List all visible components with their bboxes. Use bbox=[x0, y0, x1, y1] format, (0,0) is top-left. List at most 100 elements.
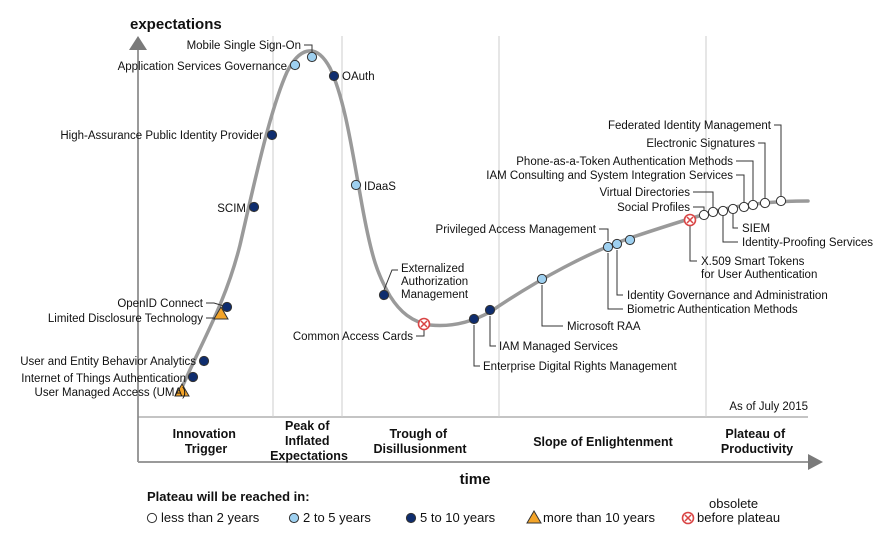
label-privileged-access-management: Privileged Access Management bbox=[436, 224, 597, 236]
y-axis-arrow bbox=[129, 36, 147, 50]
marker-social-profiles bbox=[698, 209, 710, 221]
phase-trough-of-disillusionment: Trough of Disillusionment bbox=[373, 427, 467, 456]
label-siem: SIEM bbox=[742, 223, 770, 235]
leader-biometric-authentication-methods bbox=[607, 253, 623, 310]
phase-peak-inflated-expectations: Peak of Inflated Expectations bbox=[270, 419, 348, 463]
marker-idaas bbox=[350, 179, 362, 191]
label-x-509-smart-tokens-for-user-authentication: X.509 Smart Tokens for User Authenticatio… bbox=[701, 256, 817, 281]
label-externalized-authorization-management: Externalized Authorization Management bbox=[401, 263, 469, 301]
label-social-profiles: Social Profiles bbox=[617, 202, 690, 214]
marker-oauth bbox=[328, 70, 340, 82]
leader-identity-proofing-services bbox=[722, 216, 738, 243]
marker-biometric-authentication-methods bbox=[611, 238, 623, 250]
label-user-and-entity-behavior-analytics: User and Entity Behavior Analytics bbox=[20, 356, 196, 368]
leader-electronic-signatures bbox=[758, 142, 766, 198]
leader-phone-as-a-token-authentication-methods bbox=[736, 160, 754, 200]
label-limited-disclosure-technology: Limited Disclosure Technology bbox=[48, 313, 203, 325]
label-application-services-governance: Application Services Governance bbox=[118, 61, 287, 73]
marker-scim bbox=[248, 201, 260, 213]
legend-label-5-to-10: 5 to 10 years bbox=[420, 510, 496, 525]
x-axis-arrow bbox=[808, 454, 823, 470]
label-openid-connect: OpenID Connect bbox=[117, 298, 203, 310]
label-idaas: IDaaS bbox=[364, 181, 396, 193]
legend-marker-5-to-10 bbox=[405, 512, 417, 524]
phase-innovation-trigger: Innovation Trigger bbox=[173, 427, 240, 456]
label-identity-proofing-services: Identity-Proofing Services bbox=[742, 237, 873, 249]
legend-marker-more-than-10 bbox=[526, 510, 542, 524]
marker-externalized-authorization-management bbox=[378, 289, 390, 301]
legend: less than 2 years 2 to 5 years 5 to 10 yea… bbox=[146, 496, 780, 525]
leader-virtual-directories bbox=[693, 191, 714, 207]
marker-phone-as-a-token-authentication-methods bbox=[747, 199, 759, 211]
label-user-managed-access-uma: User Managed Access (UMA) bbox=[35, 387, 187, 399]
marker-electronic-signatures bbox=[759, 197, 771, 209]
marker-iam-consulting-and-system-integration-services bbox=[738, 201, 750, 213]
phase-slope-of-enlightenment: Slope of Enlightenment bbox=[533, 435, 673, 449]
marker-privileged-access-management bbox=[602, 241, 614, 253]
leader-mobile-single-sign-on bbox=[304, 44, 313, 52]
y-axis-title: expectations bbox=[130, 16, 222, 33]
leader-iam-consulting-and-system-integration-services bbox=[736, 174, 745, 202]
leader-identity-governance-and-administration bbox=[616, 250, 623, 296]
label-oauth: OAuth bbox=[342, 71, 375, 83]
marker-application-services-governance bbox=[289, 59, 301, 71]
legend-marker-less-than-2 bbox=[146, 512, 158, 524]
label-internet-of-things-authentication: Internet of Things Authentication bbox=[21, 373, 186, 385]
label-federated-identity-management: Federated Identity Management bbox=[608, 120, 772, 132]
marker-user-managed-access-uma bbox=[174, 383, 190, 397]
label-phone-as-a-token-authentication-methods: Phone-as-a-Token Authentication Methods bbox=[516, 156, 733, 168]
marker-x-509-smart-tokens-for-user-authentication bbox=[683, 213, 697, 227]
label-microsoft-raa: Microsoft RAA bbox=[567, 321, 641, 333]
legend-label-2-to-5: 2 to 5 years bbox=[303, 510, 371, 525]
leader-microsoft-raa bbox=[541, 285, 563, 327]
label-leader-lines bbox=[206, 44, 782, 367]
leader-federated-identity-management bbox=[774, 124, 782, 196]
leader-externalized-authorization-management bbox=[383, 269, 398, 291]
label-scim: SCIM bbox=[217, 203, 246, 215]
label-identity-governance-and-administration: Identity Governance and Administration bbox=[627, 290, 828, 302]
marker-internet-of-things-authentication bbox=[187, 371, 199, 383]
hype-cycle-curve bbox=[178, 49, 810, 394]
label-mobile-single-sign-on: Mobile Single Sign-On bbox=[187, 40, 301, 52]
x-axis-title: time bbox=[460, 471, 491, 488]
label-high-assurance-public-identity-provider: High-Assurance Public Identity Provider bbox=[60, 130, 263, 142]
marker-identity-proofing-services bbox=[717, 205, 729, 217]
label-iam-consulting-and-system-integration-services: IAM Consulting and System Integration Se… bbox=[486, 170, 733, 182]
leader-social-profiles bbox=[693, 206, 705, 210]
marker-limited-disclosure-technology bbox=[213, 306, 229, 320]
marker-iam-managed-services bbox=[484, 304, 496, 316]
technology-markers bbox=[174, 51, 787, 397]
legend-marker-obsolete bbox=[681, 511, 695, 525]
marker-federated-identity-management bbox=[775, 195, 787, 207]
marker-identity-governance-and-administration bbox=[624, 234, 636, 246]
marker-user-and-entity-behavior-analytics bbox=[198, 355, 210, 367]
label-common-access-cards: Common Access Cards bbox=[293, 331, 413, 343]
leader-privileged-access-management bbox=[599, 228, 609, 241]
leader-common-access-cards bbox=[416, 330, 425, 337]
marker-openid-connect bbox=[221, 301, 233, 313]
leader-iam-managed-services bbox=[489, 316, 496, 347]
marker-siem bbox=[727, 203, 739, 215]
label-enterprise-digital-rights-management: Enterprise Digital Rights Management bbox=[483, 361, 677, 373]
marker-mobile-single-sign-on bbox=[306, 51, 318, 63]
marker-virtual-directories bbox=[707, 206, 719, 218]
legend-label-less-than-2: less than 2 years bbox=[161, 510, 260, 525]
label-virtual-directories: Virtual Directories bbox=[599, 187, 690, 199]
marker-high-assurance-public-identity-provider bbox=[266, 129, 278, 141]
legend-header-obsolete: obsolete bbox=[709, 496, 758, 511]
legend-title: Plateau will be reached in: bbox=[147, 489, 310, 504]
label-iam-managed-services: IAM Managed Services bbox=[499, 341, 618, 353]
legend-label-more-than-10: more than 10 years bbox=[543, 510, 656, 525]
marker-enterprise-digital-rights-management bbox=[468, 313, 480, 325]
leader-siem bbox=[732, 214, 738, 229]
label-biometric-authentication-methods: Biometric Authentication Methods bbox=[627, 304, 798, 316]
marker-common-access-cards bbox=[417, 317, 431, 331]
legend-marker-2-to-5 bbox=[288, 512, 300, 524]
marker-microsoft-raa bbox=[536, 273, 548, 285]
leader-enterprise-digital-rights-management bbox=[473, 325, 480, 367]
label-electronic-signatures: Electronic Signatures bbox=[646, 138, 755, 150]
as-of-note: As of July 2015 bbox=[729, 401, 808, 413]
phase-plateau-of-productivity: Plateau of Productivity bbox=[721, 427, 793, 456]
legend-label-obsolete: before plateau bbox=[697, 510, 780, 525]
